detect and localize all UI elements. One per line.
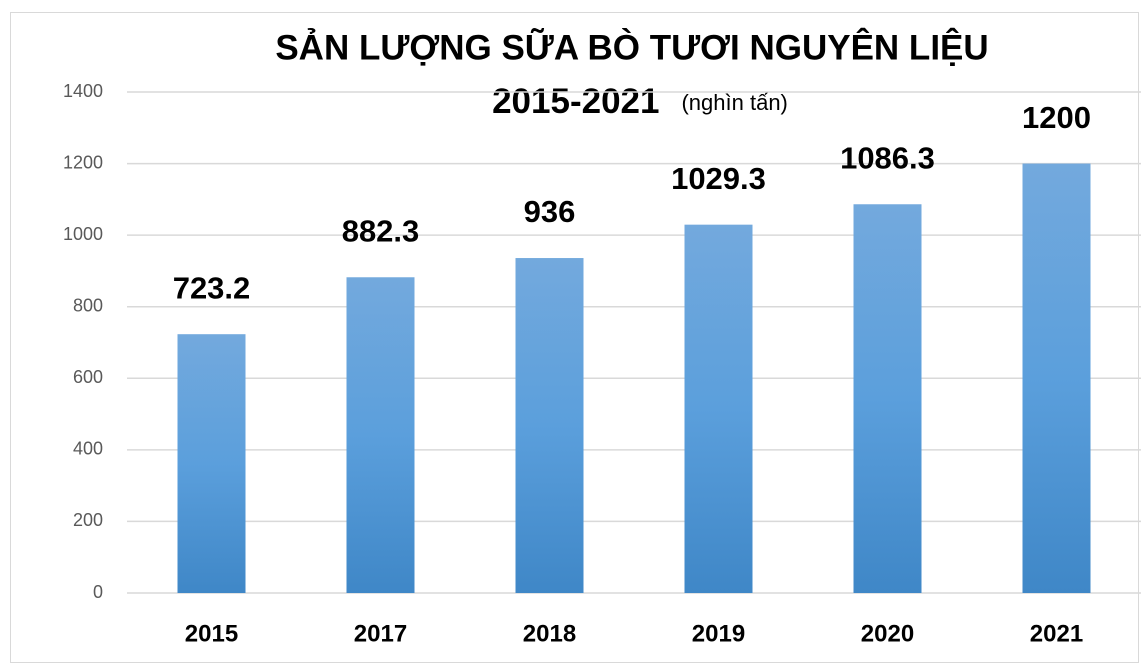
chart-title: SẢN LƯỢNG SỮA BÒ TƯƠI NGUYÊN LIỆU <box>275 27 988 67</box>
y-tick-label: 800 <box>73 295 103 315</box>
data-label: 723.2 <box>173 270 251 305</box>
y-tick-label: 1200 <box>63 152 103 172</box>
x-tick-label: 2017 <box>354 620 407 647</box>
y-tick-label: 400 <box>73 439 103 459</box>
bar <box>177 334 246 593</box>
bar <box>853 204 922 594</box>
x-tick-label: 2018 <box>523 620 576 647</box>
y-tick-label: 1000 <box>63 224 103 244</box>
bar <box>684 224 753 593</box>
x-tick-label: 2021 <box>1030 620 1083 647</box>
data-label: 882.3 <box>342 213 420 248</box>
y-tick-label: 1400 <box>63 81 103 101</box>
bar <box>346 277 415 593</box>
data-label: 1029.3 <box>671 161 766 196</box>
x-tick-label: 2020 <box>861 620 914 647</box>
data-label: 1086.3 <box>840 140 935 175</box>
bar <box>515 258 584 593</box>
x-tick-label: 2015 <box>185 620 238 647</box>
subtitle: 2015-2021 <box>492 82 659 121</box>
bar <box>1022 163 1091 594</box>
x-tick-label: 2019 <box>692 620 745 647</box>
data-label: 936 <box>524 194 576 229</box>
unit-label: (nghìn tấn) <box>681 90 787 115</box>
y-tick-label: 200 <box>73 510 103 530</box>
data-label: 1200 <box>1022 100 1091 135</box>
chart-border <box>10 12 1139 663</box>
y-tick-label: 600 <box>73 367 103 387</box>
chart-subtitle: 2015-2021 (nghìn tấn) <box>492 82 788 121</box>
y-tick-label: 0 <box>93 582 103 602</box>
